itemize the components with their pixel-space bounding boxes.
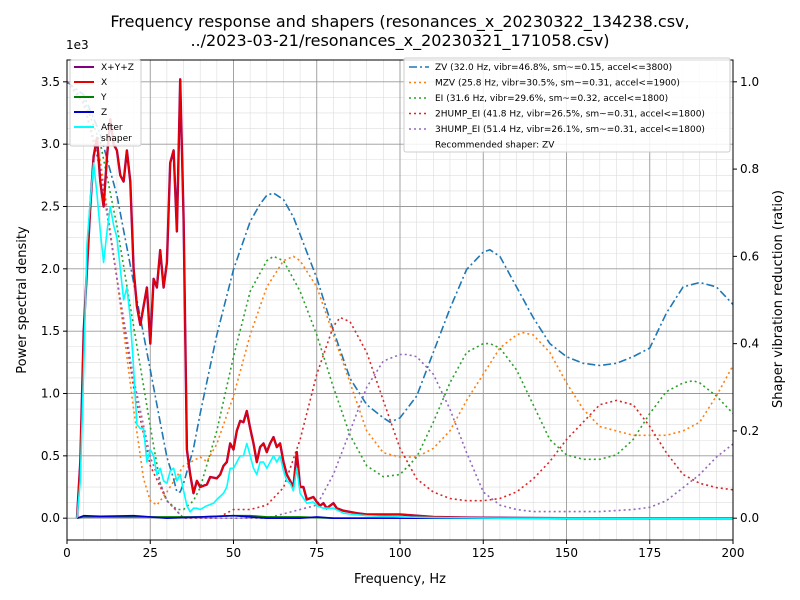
y2-tick-label: 1.0 (740, 75, 759, 89)
x-tick-label: 125 (472, 546, 495, 560)
shaper-curve (67, 81, 733, 519)
y-tick-label: 1.5 (41, 324, 60, 338)
legend-label: shaper (101, 134, 132, 144)
chart-title-line-1: Frequency response and shapers (resonanc… (110, 12, 689, 32)
shaper-curve (67, 81, 733, 507)
shaper-curve (67, 81, 733, 511)
y2-tick-label: 0.4 (740, 337, 759, 351)
shaper-curve (67, 81, 733, 519)
psd-curve (76, 162, 733, 519)
y-tick-label: 0.0 (41, 511, 60, 525)
legend-label: ZV (32.0 Hz, vibr=46.8%, sm~=0.15, accel… (435, 63, 672, 73)
y2-tick-label: 0.8 (740, 162, 759, 176)
legend-label: 2HUMP_EI (41.8 Hz, vibr=26.5%, sm~=0.31,… (435, 110, 705, 120)
x-tick-label: 100 (389, 546, 412, 560)
x-tick-label: 200 (722, 546, 745, 560)
legend-label: EI (31.6 Hz, vibr=29.6%, sm~=0.32, accel… (435, 94, 668, 104)
recommended-shaper-label: Recommended shaper: ZV (435, 141, 555, 151)
plot-frame (66, 59, 734, 541)
y-tick-label: 1.0 (41, 387, 60, 401)
y-tick-label: 3.5 (41, 75, 60, 89)
legend-label: X (101, 78, 107, 88)
legend-label: MZV (25.8 Hz, vibr=30.5%, sm~=0.31, acce… (435, 79, 680, 89)
x-tick-label: 25 (143, 546, 158, 560)
psd-curve (76, 78, 733, 520)
legend-label: Z (101, 108, 107, 118)
legend-label: Y (100, 93, 107, 103)
legend-shapers-box (403, 57, 731, 153)
y2-tick-label: 0.6 (740, 249, 759, 263)
y-axis-label: Power spectral density (15, 226, 30, 374)
y-tick-label: 3.0 (41, 137, 60, 151)
x-tick-label: 150 (555, 546, 578, 560)
shaper-curves (67, 81, 733, 519)
legend-label: X+Y+Z (101, 63, 134, 73)
legend-label: After (101, 123, 123, 133)
y2-axis-label: Shaper vibration reduction (ratio) (771, 190, 786, 408)
axis-ticks: 0 25 50 75 100 125 150 175 200 0.0 0.5 1.0 1.5 2.0 2.5… (41, 75, 759, 560)
psd-curves (75, 78, 733, 520)
y2-tick-label: 0.2 (740, 424, 759, 438)
y-tick-label: 2.0 (41, 262, 60, 276)
x-tick-label: 0 (63, 546, 71, 560)
x-tick-label: 175 (638, 546, 661, 560)
y2-tick-label: 0.0 (740, 511, 759, 525)
legend-label: 3HUMP_EI (51.4 Hz, vibr=26.1%, sm~=0.31,… (435, 125, 705, 135)
x-tick-label: 75 (309, 546, 324, 560)
x-tick-label: 50 (226, 546, 241, 560)
y-tick-label: 0.5 (41, 449, 60, 463)
x-axis-label: Frequency, Hz (354, 572, 446, 587)
shaper-curve (67, 81, 733, 493)
legend-shapers: ZV (32.0 Hz, vibr=46.8%, sm~=0.15, accel… (403, 57, 731, 153)
chart-title-line-2: ../2023-03-21/resonances_x_20230321_1710… (190, 31, 609, 51)
y-offset-label: 1e3 (66, 38, 89, 52)
y-tick-label: 2.5 (41, 199, 60, 213)
psd-curve (76, 514, 733, 519)
